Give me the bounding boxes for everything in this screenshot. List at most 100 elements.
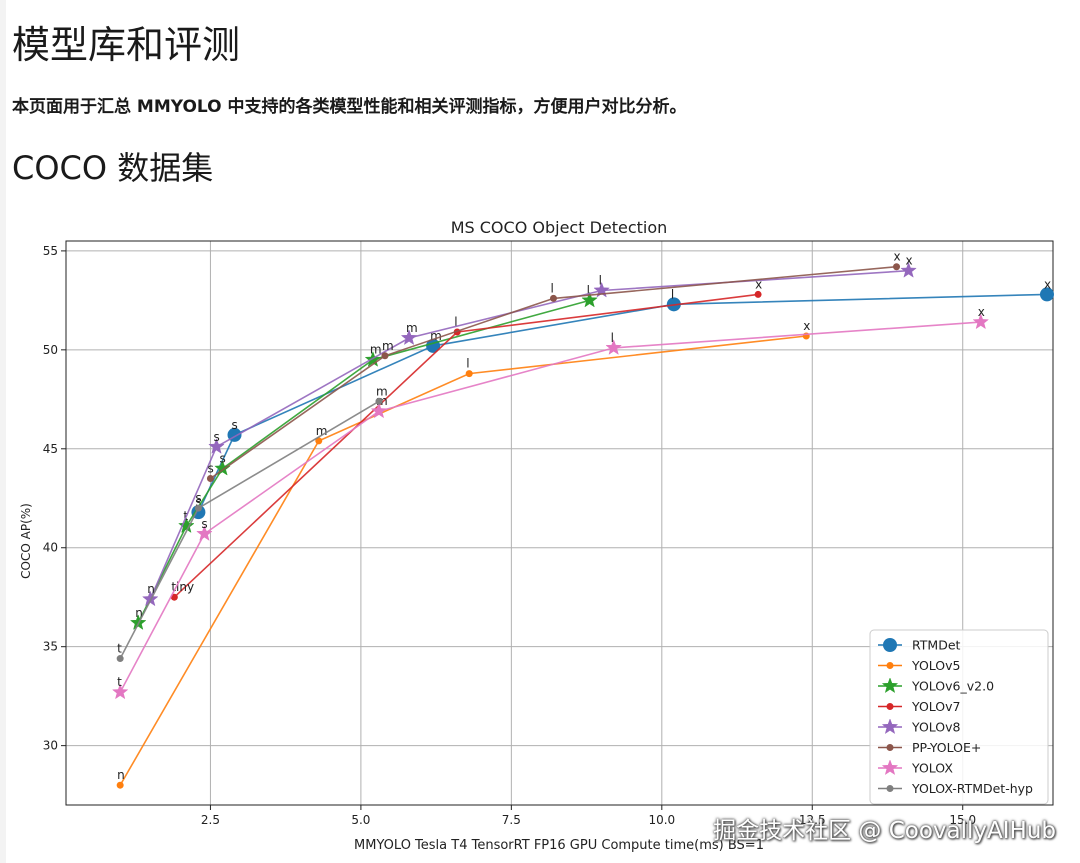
point-label: x [1044, 277, 1051, 291]
legend-entry: YOLOv7 [878, 699, 961, 714]
axis-ticks: 2.5 5.0 7.5 10.0 12.5 15.0 30 35 40 45 50 55 [43, 244, 976, 827]
legend-label: YOLOX-RTMDet-hyp [911, 781, 1033, 796]
point-label: s [213, 430, 219, 444]
series-line [209, 265, 897, 480]
data-point [315, 437, 323, 445]
data-point [111, 683, 129, 700]
data-point [549, 294, 557, 302]
y-tick-label: 50 [43, 343, 58, 357]
point-label: l [671, 287, 674, 301]
y-tick-label: 55 [43, 244, 58, 258]
data-point [893, 263, 901, 271]
data-point [900, 261, 917, 278]
point-label: l [454, 315, 457, 329]
legend-label: YOLOX [911, 761, 953, 776]
legend-marker [886, 744, 894, 751]
data-point [178, 517, 195, 534]
series-line [137, 299, 590, 624]
data-point [116, 655, 124, 663]
x-tick-label: 10.0 [648, 813, 675, 827]
series-yolov7: tiny l x [170, 277, 762, 601]
point-label: x [906, 254, 913, 268]
chart-title: MS COCO Object Detection [451, 218, 668, 237]
series-yolox-rtmdet-hyp: t s m [116, 384, 388, 663]
legend-marker [881, 677, 899, 694]
x-tick-label: 12.5 [799, 813, 826, 827]
point-label: m [382, 339, 394, 353]
point-label: x [803, 319, 810, 333]
data-point [129, 614, 147, 630]
legend-label: YOLOv6_v2.0 [911, 679, 994, 694]
data-point [1039, 287, 1054, 302]
legend-marker [881, 718, 899, 735]
point-label: m [370, 343, 382, 357]
legend-marker [886, 662, 894, 669]
x-tick-label: 15.0 [949, 813, 976, 827]
x-tick-label: 7.5 [502, 813, 521, 827]
legend-entry: YOLOX [878, 759, 953, 776]
data-point [116, 781, 124, 789]
legend-entry: YOLOX-RTMDet-hyp [878, 781, 1033, 796]
point-label: m [406, 321, 418, 335]
chart-series: ssmlxnmlxntsmltinylxnsmlxsmlxtsmlxtsm [111, 250, 1054, 789]
legend-entry: YOLOv8 [878, 718, 961, 735]
watermark: 掘金技术社区 @ CoovallyAIHub [713, 818, 1056, 844]
data-point [194, 504, 202, 512]
point-label: s [232, 418, 238, 432]
y-tick-label: 45 [43, 442, 58, 456]
y-tick-label: 35 [43, 640, 58, 654]
point-label: tiny [171, 580, 194, 594]
point-label: m [430, 329, 442, 343]
legend-marker [886, 785, 894, 792]
data-point [400, 329, 418, 346]
legend-label: YOLOv7 [911, 699, 961, 714]
point-label: t [117, 675, 122, 689]
data-point [370, 402, 388, 419]
series-line [119, 321, 981, 693]
legend-label: YOLOv8 [911, 720, 961, 735]
legend-label: RTMDet [912, 638, 961, 653]
legend-box [869, 629, 1049, 805]
section-title: COCO 数据集 [12, 149, 214, 187]
point-label: x [894, 250, 901, 264]
data-point [754, 290, 762, 298]
point-label: l [611, 331, 614, 345]
y-axis-label: COCO AP(%) [19, 503, 33, 579]
series-line [119, 335, 807, 786]
data-point [206, 474, 214, 482]
y-tick-label: 40 [43, 541, 58, 555]
point-label: l [550, 281, 553, 295]
plot-frame [65, 240, 1054, 806]
point-label: s [201, 517, 207, 531]
legend-entry: RTMDet [878, 638, 961, 653]
x-tick-label: 5.0 [351, 813, 370, 827]
data-point [605, 339, 622, 355]
data-point [208, 438, 225, 454]
series-line [149, 269, 909, 600]
point-label: s [195, 495, 201, 509]
point-label: m [376, 384, 388, 398]
point-label: m [316, 424, 328, 438]
data-point [581, 291, 598, 308]
left-border-strip [0, 0, 6, 863]
point-label: x [978, 305, 985, 319]
point-label: x [755, 277, 762, 291]
legend-marker [886, 703, 894, 710]
point-label: t [117, 642, 122, 656]
data-point [465, 370, 473, 378]
chart-grid [66, 241, 1053, 805]
point-label: n [135, 606, 143, 620]
point-label: l [599, 273, 602, 287]
point-label: l [466, 357, 469, 371]
chart-legend: RTMDet YOLOv5 YOLOv6_v2.0 YOLOv7 YOLOv8 PP-YO… [869, 629, 1049, 805]
legend-label: YOLOv5 [911, 658, 961, 673]
data-point [375, 397, 383, 405]
point-label: s [219, 452, 225, 466]
y-tick-label: 30 [43, 739, 58, 753]
point-label: s [207, 461, 213, 475]
page-title: 模型库和评测 [12, 23, 241, 67]
x-axis-label: MMYOLO Tesla T4 TensorRT FP16 GPU Comput… [354, 838, 764, 853]
